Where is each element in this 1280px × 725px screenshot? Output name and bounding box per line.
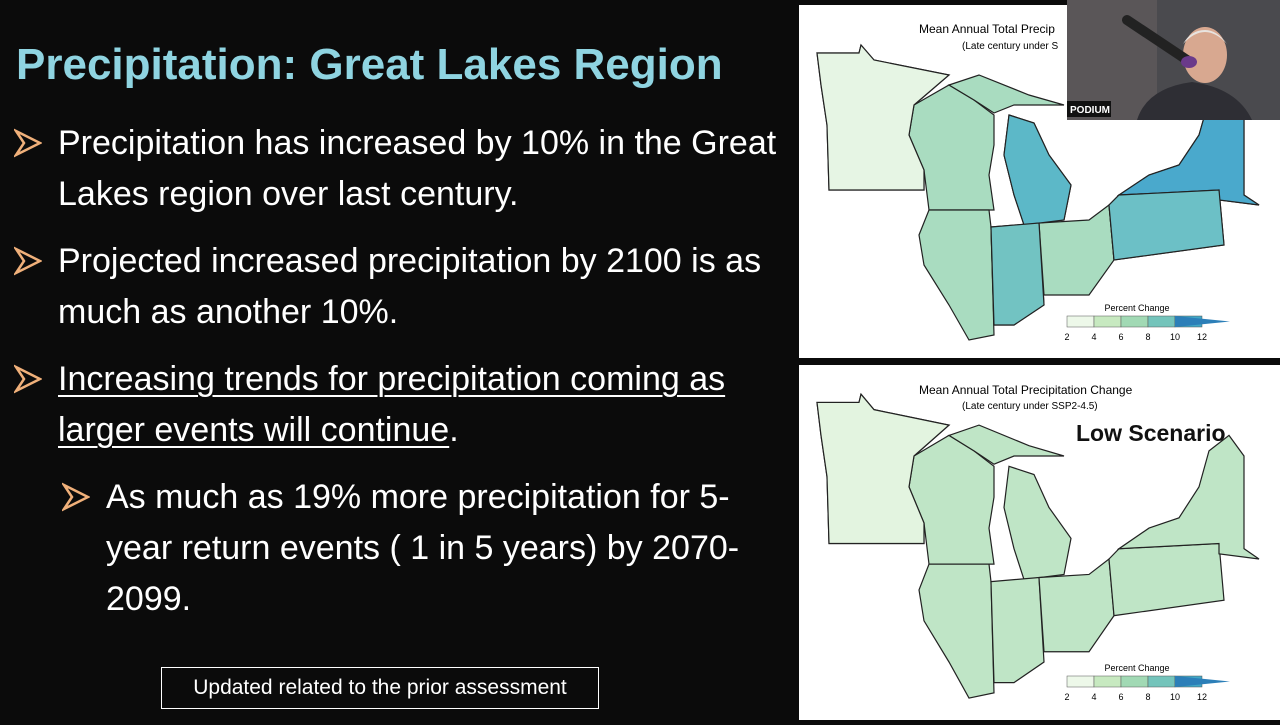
sub-bullet-arrow	[62, 482, 90, 512]
region-map	[816, 392, 1260, 699]
bullet-arrow	[14, 246, 42, 276]
legend-tick: 2	[1064, 692, 1069, 702]
state	[816, 392, 951, 545]
state	[990, 222, 1045, 326]
map-subtitle: (Late century under S	[962, 41, 1058, 52]
state	[816, 43, 951, 191]
map: Mean Annual Total Precipitation Change (…	[816, 383, 1260, 702]
legend-title: Percent Change	[1104, 663, 1169, 673]
legend-arrow	[1175, 316, 1230, 327]
webcam: PODIUM	[1067, 0, 1280, 120]
legend-swatch	[1066, 675, 1095, 688]
webcam-label: PODIUM	[1070, 105, 1110, 116]
map-title: Mean Annual Total Precipitation Change	[919, 383, 1133, 397]
legend-swatch	[1147, 675, 1176, 688]
legend-swatch	[1147, 315, 1176, 328]
legend-tick: 4	[1091, 692, 1096, 702]
bullet: Precipitation has increased by 10% in th…	[58, 124, 777, 213]
legend-tick: 6	[1118, 332, 1123, 342]
map-subtitle: (Late century under SSP2-4.5)	[962, 401, 1098, 412]
bullet: Projected increased precipitation by 210…	[58, 242, 762, 331]
bullet-suffix: .	[449, 411, 459, 449]
map-panel: Mean Annual Total Precipitation Change (…	[799, 365, 1280, 720]
legend: Percent Change 2 4 6 8 10 12	[1064, 303, 1230, 342]
webcam-feed: PODIUM	[1067, 0, 1280, 120]
bullet: Increasing trends for precipitation comi…	[58, 354, 788, 456]
bullet-text: Increasing trends for precipitation comi…	[58, 360, 726, 449]
bullet-arrow	[14, 364, 42, 394]
scenario-label: Low Scenario	[1076, 420, 1226, 446]
legend-tick: 12	[1197, 692, 1207, 702]
legend-swatch	[1093, 315, 1122, 328]
map: Mean Annual Total Precip (Late century u…	[816, 22, 1260, 342]
legend-tick: 8	[1145, 692, 1150, 702]
legend-swatch	[1093, 675, 1122, 688]
legend-tick: 8	[1145, 332, 1150, 342]
legend-tick: 2	[1064, 332, 1069, 342]
legend-swatch	[1120, 315, 1149, 328]
legend-tick: 4	[1091, 332, 1096, 342]
state	[1108, 189, 1225, 261]
legend-swatch	[1120, 675, 1149, 688]
legend: Percent Change 2 4 6 8 10 12	[1064, 663, 1230, 702]
note-box: Updated related to the prior assessment	[161, 667, 599, 709]
state	[1003, 114, 1072, 226]
legend-tick: 10	[1170, 332, 1180, 342]
bullet-arrow	[14, 128, 42, 158]
legend-title: Percent Change	[1104, 303, 1169, 313]
legend-arrow	[1175, 676, 1230, 687]
legend-swatch	[1066, 315, 1095, 328]
sub-bullet: As much as 19% more precipitation for 5-…	[106, 478, 740, 618]
legend-tick: 10	[1170, 692, 1180, 702]
map-title: Mean Annual Total Precip	[919, 22, 1055, 36]
legend-tick: 12	[1197, 332, 1207, 342]
slide-title: Precipitation: Great Lakes Region	[16, 40, 723, 89]
legend-tick: 6	[1118, 692, 1123, 702]
